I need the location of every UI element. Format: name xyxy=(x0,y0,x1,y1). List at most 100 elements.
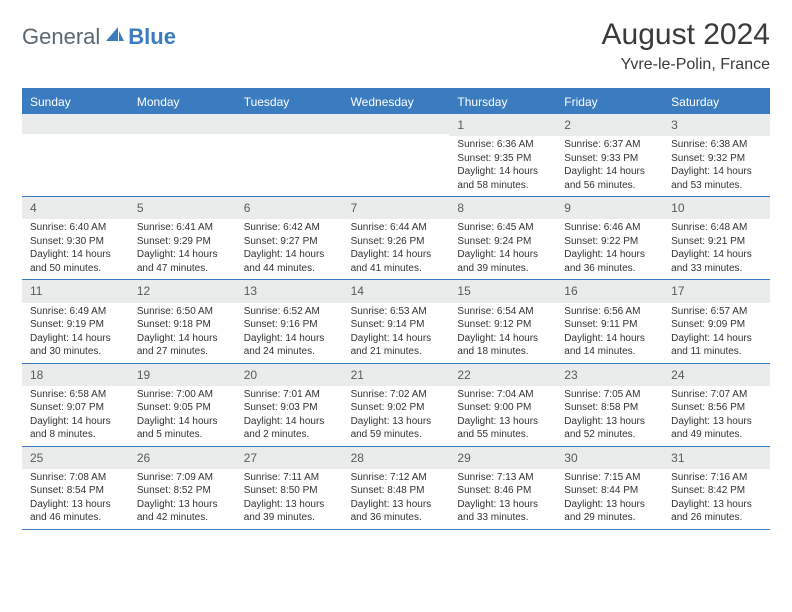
day-body: Sunrise: 6:49 AMSunset: 9:19 PMDaylight:… xyxy=(22,303,129,363)
day-cell: 13Sunrise: 6:52 AMSunset: 9:16 PMDayligh… xyxy=(236,280,343,362)
sunset-text: Sunset: 9:27 PM xyxy=(244,235,337,249)
sunrise-text: Sunrise: 7:02 AM xyxy=(351,388,444,402)
sunset-text: Sunset: 9:11 PM xyxy=(564,318,657,332)
daylight-text: Daylight: 14 hours and 30 minutes. xyxy=(30,332,123,359)
week-row: 25Sunrise: 7:08 AMSunset: 8:54 PMDayligh… xyxy=(22,447,770,530)
day-number: 18 xyxy=(22,364,129,386)
daylight-text: Daylight: 14 hours and 58 minutes. xyxy=(457,165,550,192)
sunrise-text: Sunrise: 6:40 AM xyxy=(30,221,123,235)
day-number: 25 xyxy=(22,447,129,469)
sunrise-text: Sunrise: 6:44 AM xyxy=(351,221,444,235)
day-number: 10 xyxy=(663,197,770,219)
day-cell: 1Sunrise: 6:36 AMSunset: 9:35 PMDaylight… xyxy=(449,114,556,196)
sunset-text: Sunset: 8:56 PM xyxy=(671,401,764,415)
day-cell: 7Sunrise: 6:44 AMSunset: 9:26 PMDaylight… xyxy=(343,197,450,279)
day-body: Sunrise: 7:16 AMSunset: 8:42 PMDaylight:… xyxy=(663,469,770,529)
day-cell: 14Sunrise: 6:53 AMSunset: 9:14 PMDayligh… xyxy=(343,280,450,362)
day-number: 31 xyxy=(663,447,770,469)
day-body: Sunrise: 6:50 AMSunset: 9:18 PMDaylight:… xyxy=(129,303,236,363)
sunset-text: Sunset: 9:02 PM xyxy=(351,401,444,415)
dow-sunday: Sunday xyxy=(22,90,129,114)
calendar-page: General Blue August 2024 Yvre-le-Polin, … xyxy=(0,0,792,540)
sunset-text: Sunset: 9:33 PM xyxy=(564,152,657,166)
daylight-text: Daylight: 14 hours and 14 minutes. xyxy=(564,332,657,359)
sunrise-text: Sunrise: 7:08 AM xyxy=(30,471,123,485)
daylight-text: Daylight: 14 hours and 47 minutes. xyxy=(137,248,230,275)
sunset-text: Sunset: 9:24 PM xyxy=(457,235,550,249)
day-body: Sunrise: 7:04 AMSunset: 9:00 PMDaylight:… xyxy=(449,386,556,446)
sunset-text: Sunset: 9:22 PM xyxy=(564,235,657,249)
day-cell: 25Sunrise: 7:08 AMSunset: 8:54 PMDayligh… xyxy=(22,447,129,529)
day-cell: 29Sunrise: 7:13 AMSunset: 8:46 PMDayligh… xyxy=(449,447,556,529)
day-cell: 31Sunrise: 7:16 AMSunset: 8:42 PMDayligh… xyxy=(663,447,770,529)
day-cell: 2Sunrise: 6:37 AMSunset: 9:33 PMDaylight… xyxy=(556,114,663,196)
day-cell: 27Sunrise: 7:11 AMSunset: 8:50 PMDayligh… xyxy=(236,447,343,529)
day-cell: 8Sunrise: 6:45 AMSunset: 9:24 PMDaylight… xyxy=(449,197,556,279)
week-row: 11Sunrise: 6:49 AMSunset: 9:19 PMDayligh… xyxy=(22,280,770,363)
daylight-text: Daylight: 14 hours and 27 minutes. xyxy=(137,332,230,359)
week-row: 18Sunrise: 6:58 AMSunset: 9:07 PMDayligh… xyxy=(22,364,770,447)
sunrise-text: Sunrise: 6:48 AM xyxy=(671,221,764,235)
day-body: Sunrise: 7:13 AMSunset: 8:46 PMDaylight:… xyxy=(449,469,556,529)
daylight-text: Daylight: 13 hours and 52 minutes. xyxy=(564,415,657,442)
month-title: August 2024 xyxy=(602,18,770,52)
day-cell: 6Sunrise: 6:42 AMSunset: 9:27 PMDaylight… xyxy=(236,197,343,279)
day-cell: 3Sunrise: 6:38 AMSunset: 9:32 PMDaylight… xyxy=(663,114,770,196)
sunrise-text: Sunrise: 7:05 AM xyxy=(564,388,657,402)
day-body: Sunrise: 6:58 AMSunset: 9:07 PMDaylight:… xyxy=(22,386,129,446)
day-body: Sunrise: 6:37 AMSunset: 9:33 PMDaylight:… xyxy=(556,136,663,196)
dow-thursday: Thursday xyxy=(449,90,556,114)
sunrise-text: Sunrise: 6:45 AM xyxy=(457,221,550,235)
sunset-text: Sunset: 8:44 PM xyxy=(564,484,657,498)
sunrise-text: Sunrise: 7:00 AM xyxy=(137,388,230,402)
daylight-text: Daylight: 14 hours and 8 minutes. xyxy=(30,415,123,442)
day-number: 13 xyxy=(236,280,343,302)
week-row: 4Sunrise: 6:40 AMSunset: 9:30 PMDaylight… xyxy=(22,197,770,280)
daylight-text: Daylight: 14 hours and 50 minutes. xyxy=(30,248,123,275)
day-number: 16 xyxy=(556,280,663,302)
daylight-text: Daylight: 13 hours and 33 minutes. xyxy=(457,498,550,525)
sunrise-text: Sunrise: 7:12 AM xyxy=(351,471,444,485)
day-cell: 21Sunrise: 7:02 AMSunset: 9:02 PMDayligh… xyxy=(343,364,450,446)
daylight-text: Daylight: 14 hours and 41 minutes. xyxy=(351,248,444,275)
day-body: Sunrise: 6:44 AMSunset: 9:26 PMDaylight:… xyxy=(343,219,450,279)
daylight-text: Daylight: 13 hours and 49 minutes. xyxy=(671,415,764,442)
sunrise-text: Sunrise: 7:04 AM xyxy=(457,388,550,402)
day-number xyxy=(236,114,343,134)
dow-monday: Monday xyxy=(129,90,236,114)
day-cell xyxy=(129,114,236,196)
daylight-text: Daylight: 13 hours and 29 minutes. xyxy=(564,498,657,525)
weeks-container: 1Sunrise: 6:36 AMSunset: 9:35 PMDaylight… xyxy=(22,114,770,530)
sunset-text: Sunset: 8:48 PM xyxy=(351,484,444,498)
day-number xyxy=(343,114,450,134)
day-number: 8 xyxy=(449,197,556,219)
daylight-text: Daylight: 13 hours and 39 minutes. xyxy=(244,498,337,525)
calendar-grid: Sunday Monday Tuesday Wednesday Thursday… xyxy=(22,88,770,530)
day-cell: 10Sunrise: 6:48 AMSunset: 9:21 PMDayligh… xyxy=(663,197,770,279)
day-body: Sunrise: 6:52 AMSunset: 9:16 PMDaylight:… xyxy=(236,303,343,363)
day-body: Sunrise: 7:02 AMSunset: 9:02 PMDaylight:… xyxy=(343,386,450,446)
day-body: Sunrise: 7:08 AMSunset: 8:54 PMDaylight:… xyxy=(22,469,129,529)
day-number: 27 xyxy=(236,447,343,469)
day-number: 21 xyxy=(343,364,450,386)
day-cell: 28Sunrise: 7:12 AMSunset: 8:48 PMDayligh… xyxy=(343,447,450,529)
day-cell: 12Sunrise: 6:50 AMSunset: 9:18 PMDayligh… xyxy=(129,280,236,362)
day-cell xyxy=(343,114,450,196)
logo: General Blue xyxy=(22,18,176,50)
day-number: 29 xyxy=(449,447,556,469)
sunrise-text: Sunrise: 6:42 AM xyxy=(244,221,337,235)
sunrise-text: Sunrise: 6:38 AM xyxy=(671,138,764,152)
day-cell: 17Sunrise: 6:57 AMSunset: 9:09 PMDayligh… xyxy=(663,280,770,362)
daylight-text: Daylight: 13 hours and 26 minutes. xyxy=(671,498,764,525)
sunset-text: Sunset: 9:26 PM xyxy=(351,235,444,249)
daylight-text: Daylight: 13 hours and 42 minutes. xyxy=(137,498,230,525)
sunset-text: Sunset: 9:29 PM xyxy=(137,235,230,249)
day-number: 11 xyxy=(22,280,129,302)
sunset-text: Sunset: 8:50 PM xyxy=(244,484,337,498)
day-body: Sunrise: 7:15 AMSunset: 8:44 PMDaylight:… xyxy=(556,469,663,529)
sunset-text: Sunset: 9:07 PM xyxy=(30,401,123,415)
day-cell: 24Sunrise: 7:07 AMSunset: 8:56 PMDayligh… xyxy=(663,364,770,446)
day-number: 2 xyxy=(556,114,663,136)
sunset-text: Sunset: 9:16 PM xyxy=(244,318,337,332)
sunrise-text: Sunrise: 6:52 AM xyxy=(244,305,337,319)
